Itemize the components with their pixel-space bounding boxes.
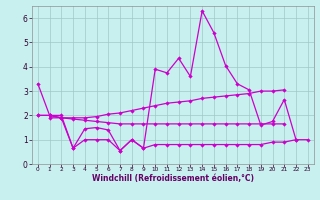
X-axis label: Windchill (Refroidissement éolien,°C): Windchill (Refroidissement éolien,°C) xyxy=(92,174,254,183)
